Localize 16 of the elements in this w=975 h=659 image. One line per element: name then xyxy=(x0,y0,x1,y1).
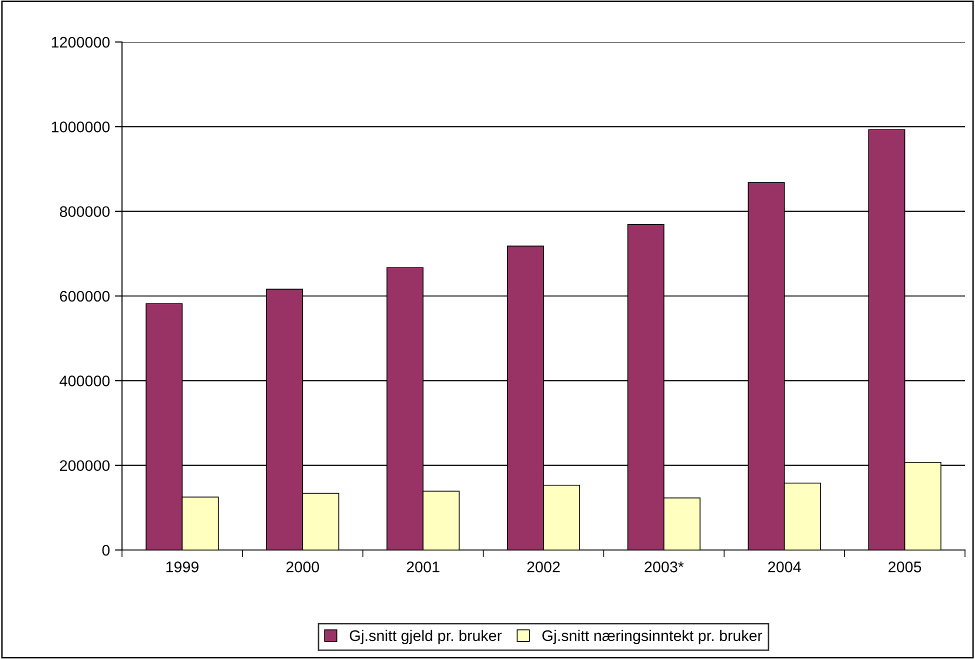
x-tick-label: 1999 xyxy=(166,562,198,572)
x-tick-label: 2004 xyxy=(768,562,801,572)
y-tick-label: 600000 xyxy=(60,290,110,302)
legend-label: Gj.snitt gjeld pr. bruker xyxy=(350,630,502,644)
legend-label: Gj.snitt næringsinntekt pr. bruker xyxy=(542,630,762,644)
y-tick-label: 200000 xyxy=(60,460,110,472)
x-tick-label: 2002 xyxy=(527,562,560,572)
y-tick-label: 0 xyxy=(102,544,110,556)
x-tick-label: 2003* xyxy=(644,562,684,572)
y-tick-label: 800000 xyxy=(60,206,110,218)
x-tick-label: 2000 xyxy=(286,562,320,572)
y-tick-label: 1200000 xyxy=(52,36,110,48)
y-tick-label: 400000 xyxy=(60,376,110,386)
x-tick-label: 2001 xyxy=(406,562,440,572)
y-tick-label: 1000000 xyxy=(52,122,110,132)
x-tick-label: 2005 xyxy=(888,562,922,572)
